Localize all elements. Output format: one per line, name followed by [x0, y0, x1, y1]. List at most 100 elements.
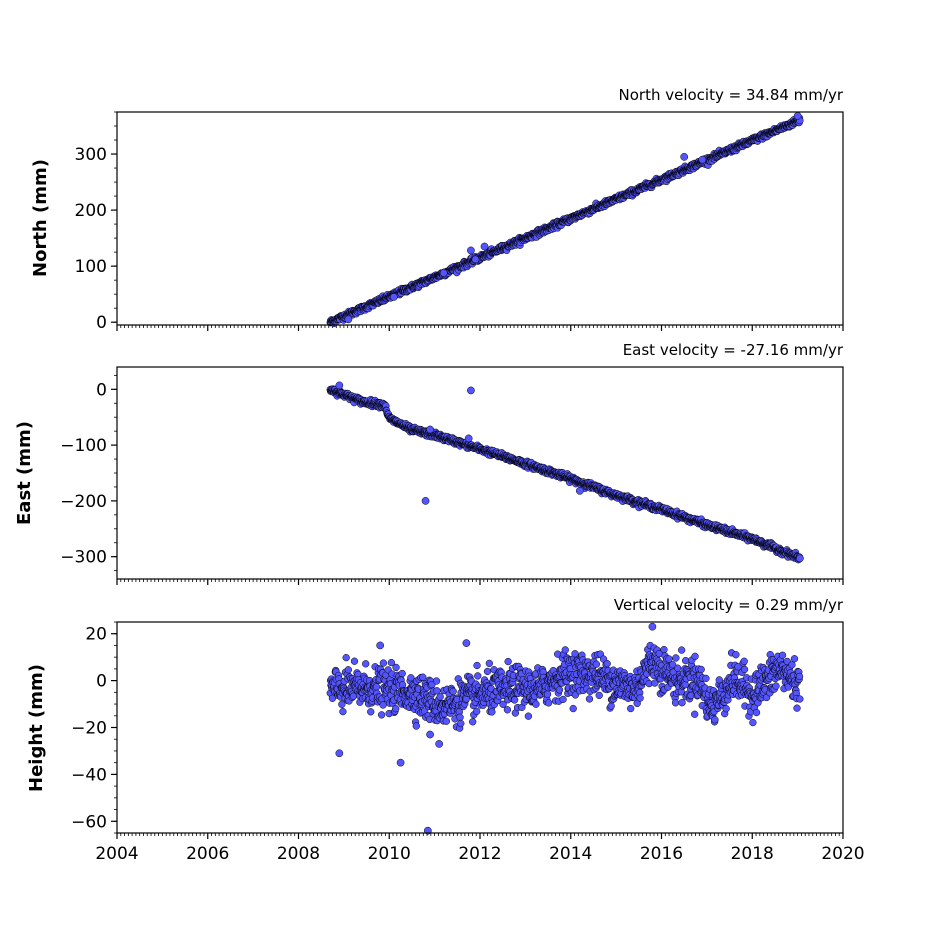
height-data-point	[504, 657, 512, 666]
north-outlier-point	[439, 269, 448, 277]
height-data-point	[362, 660, 370, 668]
height-data-point	[457, 719, 465, 728]
height-data-point	[795, 672, 804, 681]
east-outlier-point	[421, 497, 430, 505]
height-ytick-label: −60	[71, 812, 107, 832]
north-yticks: 0 100 200 300	[75, 111, 117, 333]
height-data-point	[571, 650, 579, 658]
height-xtick-label: 2014	[549, 844, 592, 864]
height-data-point	[412, 722, 420, 730]
height-data-point	[398, 669, 406, 678]
north-outlier-point	[467, 246, 475, 255]
east-outlier-point	[426, 425, 434, 434]
height-xtick-label: 2010	[368, 844, 411, 864]
height-data-point	[790, 655, 799, 663]
height-data-point	[691, 710, 699, 718]
height-data-point	[524, 712, 533, 720]
north-outlier-point	[793, 112, 802, 120]
height-data-point	[607, 702, 615, 710]
east-ytick-label: −200	[60, 492, 107, 512]
height-data-point	[485, 659, 493, 668]
height-ytick-label: −40	[71, 765, 107, 785]
north-outlier-point	[480, 242, 489, 251]
north-panel: North velocity = 34.84 mm/yr North (mm) …	[30, 86, 844, 333]
height-data-point	[377, 711, 386, 719]
height-data-point	[379, 701, 387, 709]
east-outlier-point	[575, 487, 584, 495]
height-data-point	[436, 693, 444, 701]
height-outlier-point	[396, 758, 405, 767]
north-ytick-label: 100	[75, 257, 107, 277]
height-data-point	[561, 646, 569, 654]
height-data-point	[732, 651, 740, 659]
north-ytick-label: 0	[96, 313, 107, 333]
height-data-point	[674, 664, 682, 672]
height-data-point	[793, 704, 801, 712]
height-data-point	[473, 661, 481, 670]
north-ylabel: North (mm)	[30, 159, 51, 277]
north-ytick-label: 300	[75, 145, 107, 165]
height-xtick-label: 2006	[186, 844, 229, 864]
height-data-point	[510, 696, 519, 704]
height-data-point	[672, 654, 680, 662]
north-points	[326, 112, 804, 328]
height-xtick-label: 2018	[731, 844, 774, 864]
height-data-point	[372, 683, 381, 691]
height-data-point	[691, 652, 699, 660]
height-data-point	[344, 666, 352, 674]
height-data-point	[350, 657, 359, 665]
height-data-point	[469, 718, 477, 726]
height-data-point	[678, 699, 686, 707]
height-data-point	[456, 713, 464, 721]
north-outlier-point	[344, 315, 353, 324]
height-data-point	[392, 663, 400, 672]
east-outlier-point	[796, 554, 804, 563]
height-xtick-label: 2020	[821, 844, 864, 864]
north-outlier-point	[698, 155, 707, 164]
east-outlier-point	[464, 434, 473, 443]
height-data-point	[796, 695, 804, 703]
east-ytick-label: −100	[60, 436, 107, 456]
height-data-point	[660, 645, 668, 654]
height-data-point	[503, 706, 512, 714]
height-data-point	[544, 699, 553, 707]
height-xtick-label: 2004	[95, 844, 138, 864]
height-data-point	[636, 694, 644, 702]
east-ytick-label: −300	[60, 548, 107, 568]
height-data-point	[342, 654, 350, 662]
height-data-point	[555, 686, 564, 694]
height-data-point	[392, 704, 400, 713]
height-ylabel: Height (mm)	[26, 664, 47, 792]
height-xtick-label: 2012	[458, 844, 501, 864]
height-outlier-point	[376, 641, 385, 650]
height-data-point	[752, 708, 761, 717]
height-data-point	[749, 718, 757, 727]
height-outlier-point	[648, 622, 657, 631]
height-data-point	[367, 708, 375, 716]
height-data-point	[671, 699, 680, 707]
height-data-point	[379, 659, 388, 667]
east-velocity-label: East velocity = -27.16 mm/yr	[623, 341, 844, 359]
height-data-point	[740, 665, 749, 674]
height-data-point	[697, 665, 705, 674]
height-data-point	[339, 707, 347, 716]
height-data-point	[740, 657, 748, 665]
height-data-point	[592, 660, 600, 668]
height-data-point	[442, 717, 450, 725]
height-data-point	[778, 651, 787, 659]
height-data-point	[585, 695, 594, 703]
height-data-point	[788, 661, 796, 669]
height-data-point	[532, 700, 540, 708]
height-ytick-label: 20	[85, 625, 107, 645]
north-velocity-label: North velocity = 34.84 mm/yr	[619, 86, 844, 104]
height-xtick-label: 2016	[640, 844, 683, 864]
east-outlier-point	[467, 386, 475, 395]
east-outlier-point	[335, 381, 344, 390]
north-outlier-point	[389, 293, 398, 301]
height-data-point	[711, 716, 719, 724]
height-data-point	[772, 682, 780, 690]
height-data-point	[543, 690, 552, 698]
height-ytick-label: −20	[71, 719, 107, 739]
